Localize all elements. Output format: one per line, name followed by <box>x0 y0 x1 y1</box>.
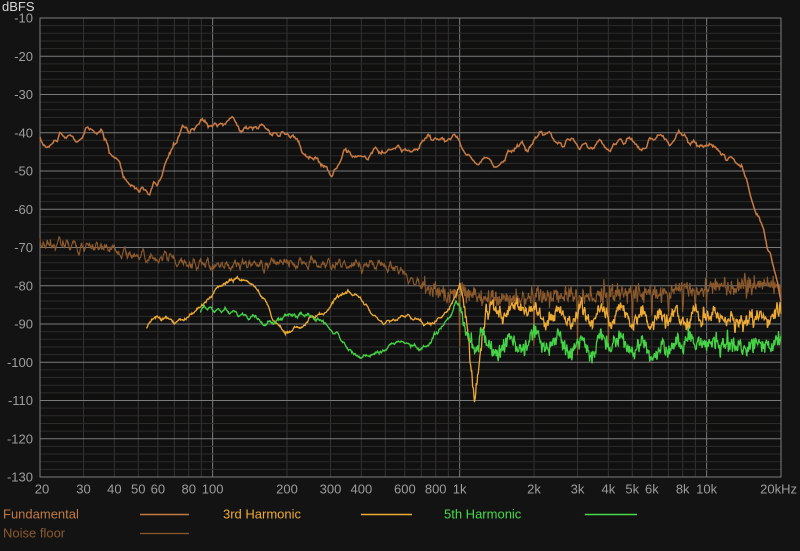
svg-text:-50: -50 <box>14 164 33 179</box>
svg-text:800: 800 <box>425 482 447 497</box>
svg-text:40: 40 <box>107 482 121 497</box>
svg-text:-130: -130 <box>7 470 33 485</box>
svg-text:10k: 10k <box>696 482 717 497</box>
svg-text:3rd Harmonic: 3rd Harmonic <box>223 507 302 522</box>
svg-text:-70: -70 <box>14 240 33 255</box>
svg-text:30: 30 <box>76 482 90 497</box>
svg-text:300: 300 <box>320 482 342 497</box>
svg-text:-90: -90 <box>14 317 33 332</box>
svg-text:Fundamental: Fundamental <box>3 507 79 522</box>
svg-text:-10: -10 <box>14 11 33 26</box>
svg-text:8k: 8k <box>676 482 690 497</box>
svg-text:20: 20 <box>35 482 49 497</box>
svg-text:3k: 3k <box>571 482 585 497</box>
svg-text:4k: 4k <box>601 482 615 497</box>
svg-text:5k: 5k <box>625 482 639 497</box>
svg-text:-80: -80 <box>14 278 33 293</box>
svg-text:-100: -100 <box>7 355 33 370</box>
svg-text:50: 50 <box>131 482 145 497</box>
svg-text:100: 100 <box>202 482 224 497</box>
svg-text:1k: 1k <box>453 482 467 497</box>
svg-text:Noise floor: Noise floor <box>3 526 66 541</box>
svg-text:2k: 2k <box>527 482 541 497</box>
svg-text:80: 80 <box>181 482 195 497</box>
svg-text:-120: -120 <box>7 431 33 446</box>
svg-text:600: 600 <box>394 482 416 497</box>
svg-text:-60: -60 <box>14 202 33 217</box>
svg-text:-20: -20 <box>14 49 33 64</box>
svg-text:6k: 6k <box>645 482 659 497</box>
svg-text:5th Harmonic: 5th Harmonic <box>444 507 522 522</box>
svg-text:60: 60 <box>151 482 165 497</box>
svg-text:400: 400 <box>350 482 372 497</box>
svg-text:-110: -110 <box>8 393 33 408</box>
svg-text:200: 200 <box>276 482 298 497</box>
svg-text:-40: -40 <box>14 125 33 140</box>
svg-text:-30: -30 <box>14 87 33 102</box>
svg-text:20kHz: 20kHz <box>760 482 797 497</box>
